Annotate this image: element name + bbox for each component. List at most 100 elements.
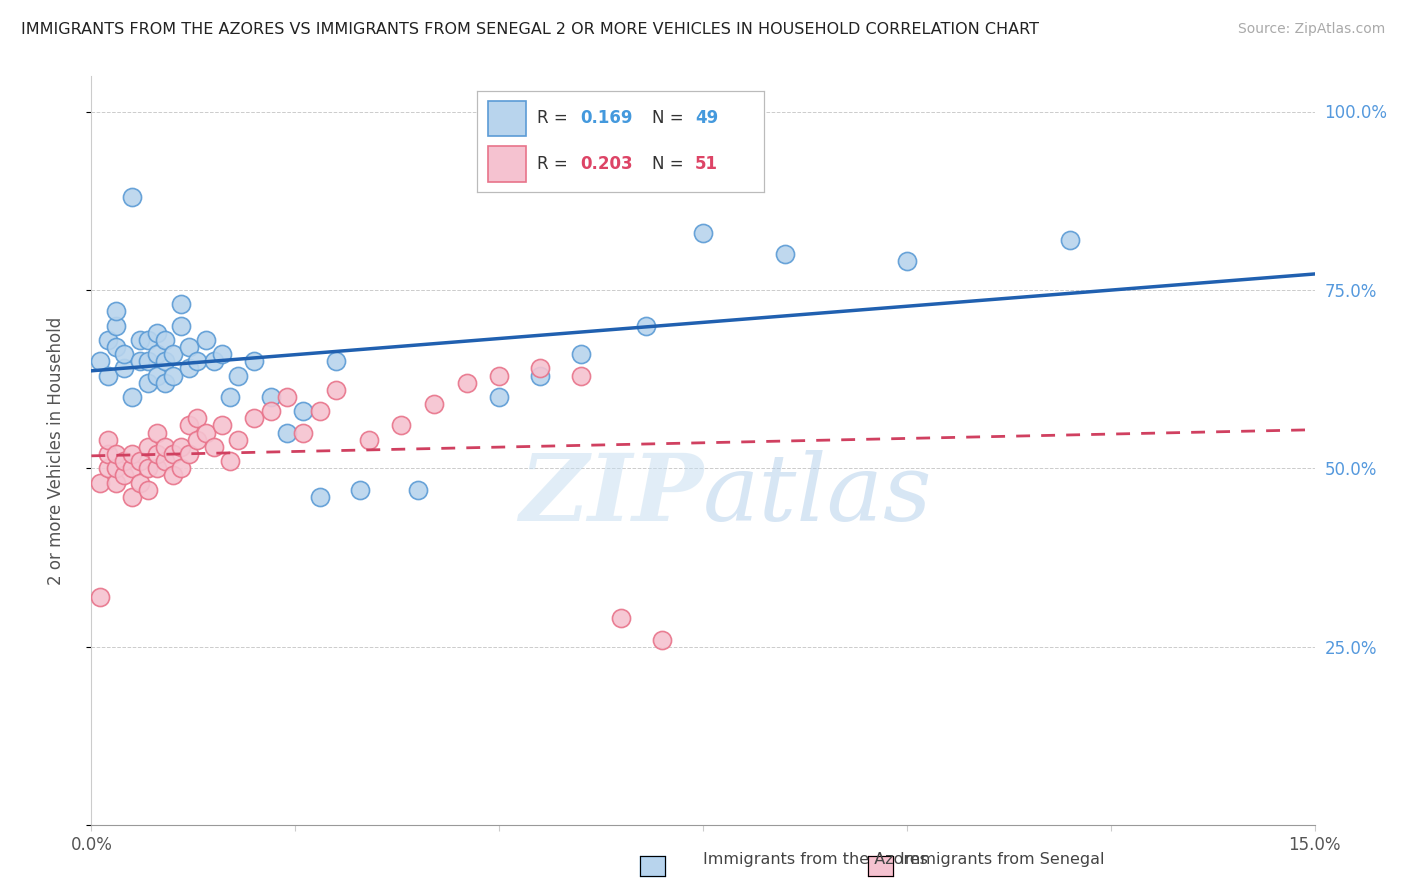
Point — [896, 254, 918, 268]
Point — [129, 333, 152, 347]
Point — [153, 454, 176, 468]
Point — [243, 411, 266, 425]
Point — [104, 318, 127, 333]
Point — [529, 361, 551, 376]
Point — [651, 632, 673, 647]
Point — [308, 404, 330, 418]
Point — [260, 390, 283, 404]
Point — [179, 418, 201, 433]
Point — [243, 354, 266, 368]
Point — [89, 354, 111, 368]
Point — [112, 468, 135, 483]
Point — [121, 447, 143, 461]
Point — [104, 461, 127, 475]
Text: Immigrants from the Azores: Immigrants from the Azores — [703, 852, 928, 867]
Point — [145, 461, 167, 475]
Point — [219, 390, 242, 404]
Point — [89, 475, 111, 490]
Point — [488, 390, 510, 404]
Point — [211, 347, 233, 361]
Point — [610, 611, 633, 625]
Point — [138, 461, 160, 475]
Point — [186, 354, 208, 368]
Point — [121, 490, 143, 504]
Point — [153, 376, 176, 390]
Point — [121, 390, 143, 404]
Point — [569, 347, 592, 361]
Point — [89, 590, 111, 604]
Point — [97, 368, 120, 383]
Point — [112, 454, 135, 468]
Point — [569, 368, 592, 383]
Point — [211, 418, 233, 433]
Point — [138, 440, 160, 454]
Point — [529, 368, 551, 383]
Point — [276, 425, 298, 440]
Point — [194, 333, 217, 347]
Point — [219, 454, 242, 468]
Point — [260, 404, 283, 418]
Point — [121, 190, 143, 204]
Point — [153, 354, 176, 368]
Point — [226, 433, 249, 447]
Point — [97, 461, 120, 475]
Point — [389, 418, 412, 433]
Point — [153, 440, 176, 454]
Point — [162, 368, 184, 383]
Point — [97, 433, 120, 447]
Point — [162, 468, 184, 483]
Point — [145, 368, 167, 383]
Point — [112, 347, 135, 361]
Point — [276, 390, 298, 404]
Point — [692, 226, 714, 240]
Point — [170, 297, 193, 311]
Point — [129, 454, 152, 468]
Point — [488, 368, 510, 383]
Point — [138, 333, 160, 347]
Point — [202, 440, 225, 454]
Point — [406, 483, 429, 497]
Point — [104, 475, 127, 490]
Point — [226, 368, 249, 383]
Point — [145, 347, 167, 361]
Point — [179, 340, 201, 354]
Point — [186, 411, 208, 425]
Point — [186, 433, 208, 447]
Text: atlas: atlas — [703, 450, 932, 541]
Point — [179, 447, 201, 461]
Point — [97, 333, 120, 347]
Point — [634, 318, 657, 333]
Point — [179, 361, 201, 376]
Point — [138, 376, 160, 390]
Text: Source: ZipAtlas.com: Source: ZipAtlas.com — [1237, 22, 1385, 37]
Point — [145, 425, 167, 440]
Point — [170, 461, 193, 475]
Text: Immigrants from Senegal: Immigrants from Senegal — [900, 852, 1104, 867]
Point — [1059, 233, 1081, 247]
Point — [292, 425, 315, 440]
Point — [138, 354, 160, 368]
Point — [308, 490, 330, 504]
Point — [202, 354, 225, 368]
Point — [104, 340, 127, 354]
Point — [129, 475, 152, 490]
Point — [162, 347, 184, 361]
Point — [129, 354, 152, 368]
Point — [162, 447, 184, 461]
Point — [121, 461, 143, 475]
Point — [325, 383, 347, 397]
Point — [145, 447, 167, 461]
Point — [170, 440, 193, 454]
Point — [170, 318, 193, 333]
Point — [357, 433, 380, 447]
Text: IMMIGRANTS FROM THE AZORES VS IMMIGRANTS FROM SENEGAL 2 OR MORE VEHICLES IN HOUS: IMMIGRANTS FROM THE AZORES VS IMMIGRANTS… — [21, 22, 1039, 37]
Point — [456, 376, 478, 390]
Point — [349, 483, 371, 497]
Point — [423, 397, 446, 411]
Y-axis label: 2 or more Vehicles in Household: 2 or more Vehicles in Household — [46, 317, 65, 584]
Point — [97, 447, 120, 461]
Point — [104, 304, 127, 318]
Point — [138, 483, 160, 497]
Text: ZIP: ZIP — [519, 450, 703, 541]
Point — [325, 354, 347, 368]
